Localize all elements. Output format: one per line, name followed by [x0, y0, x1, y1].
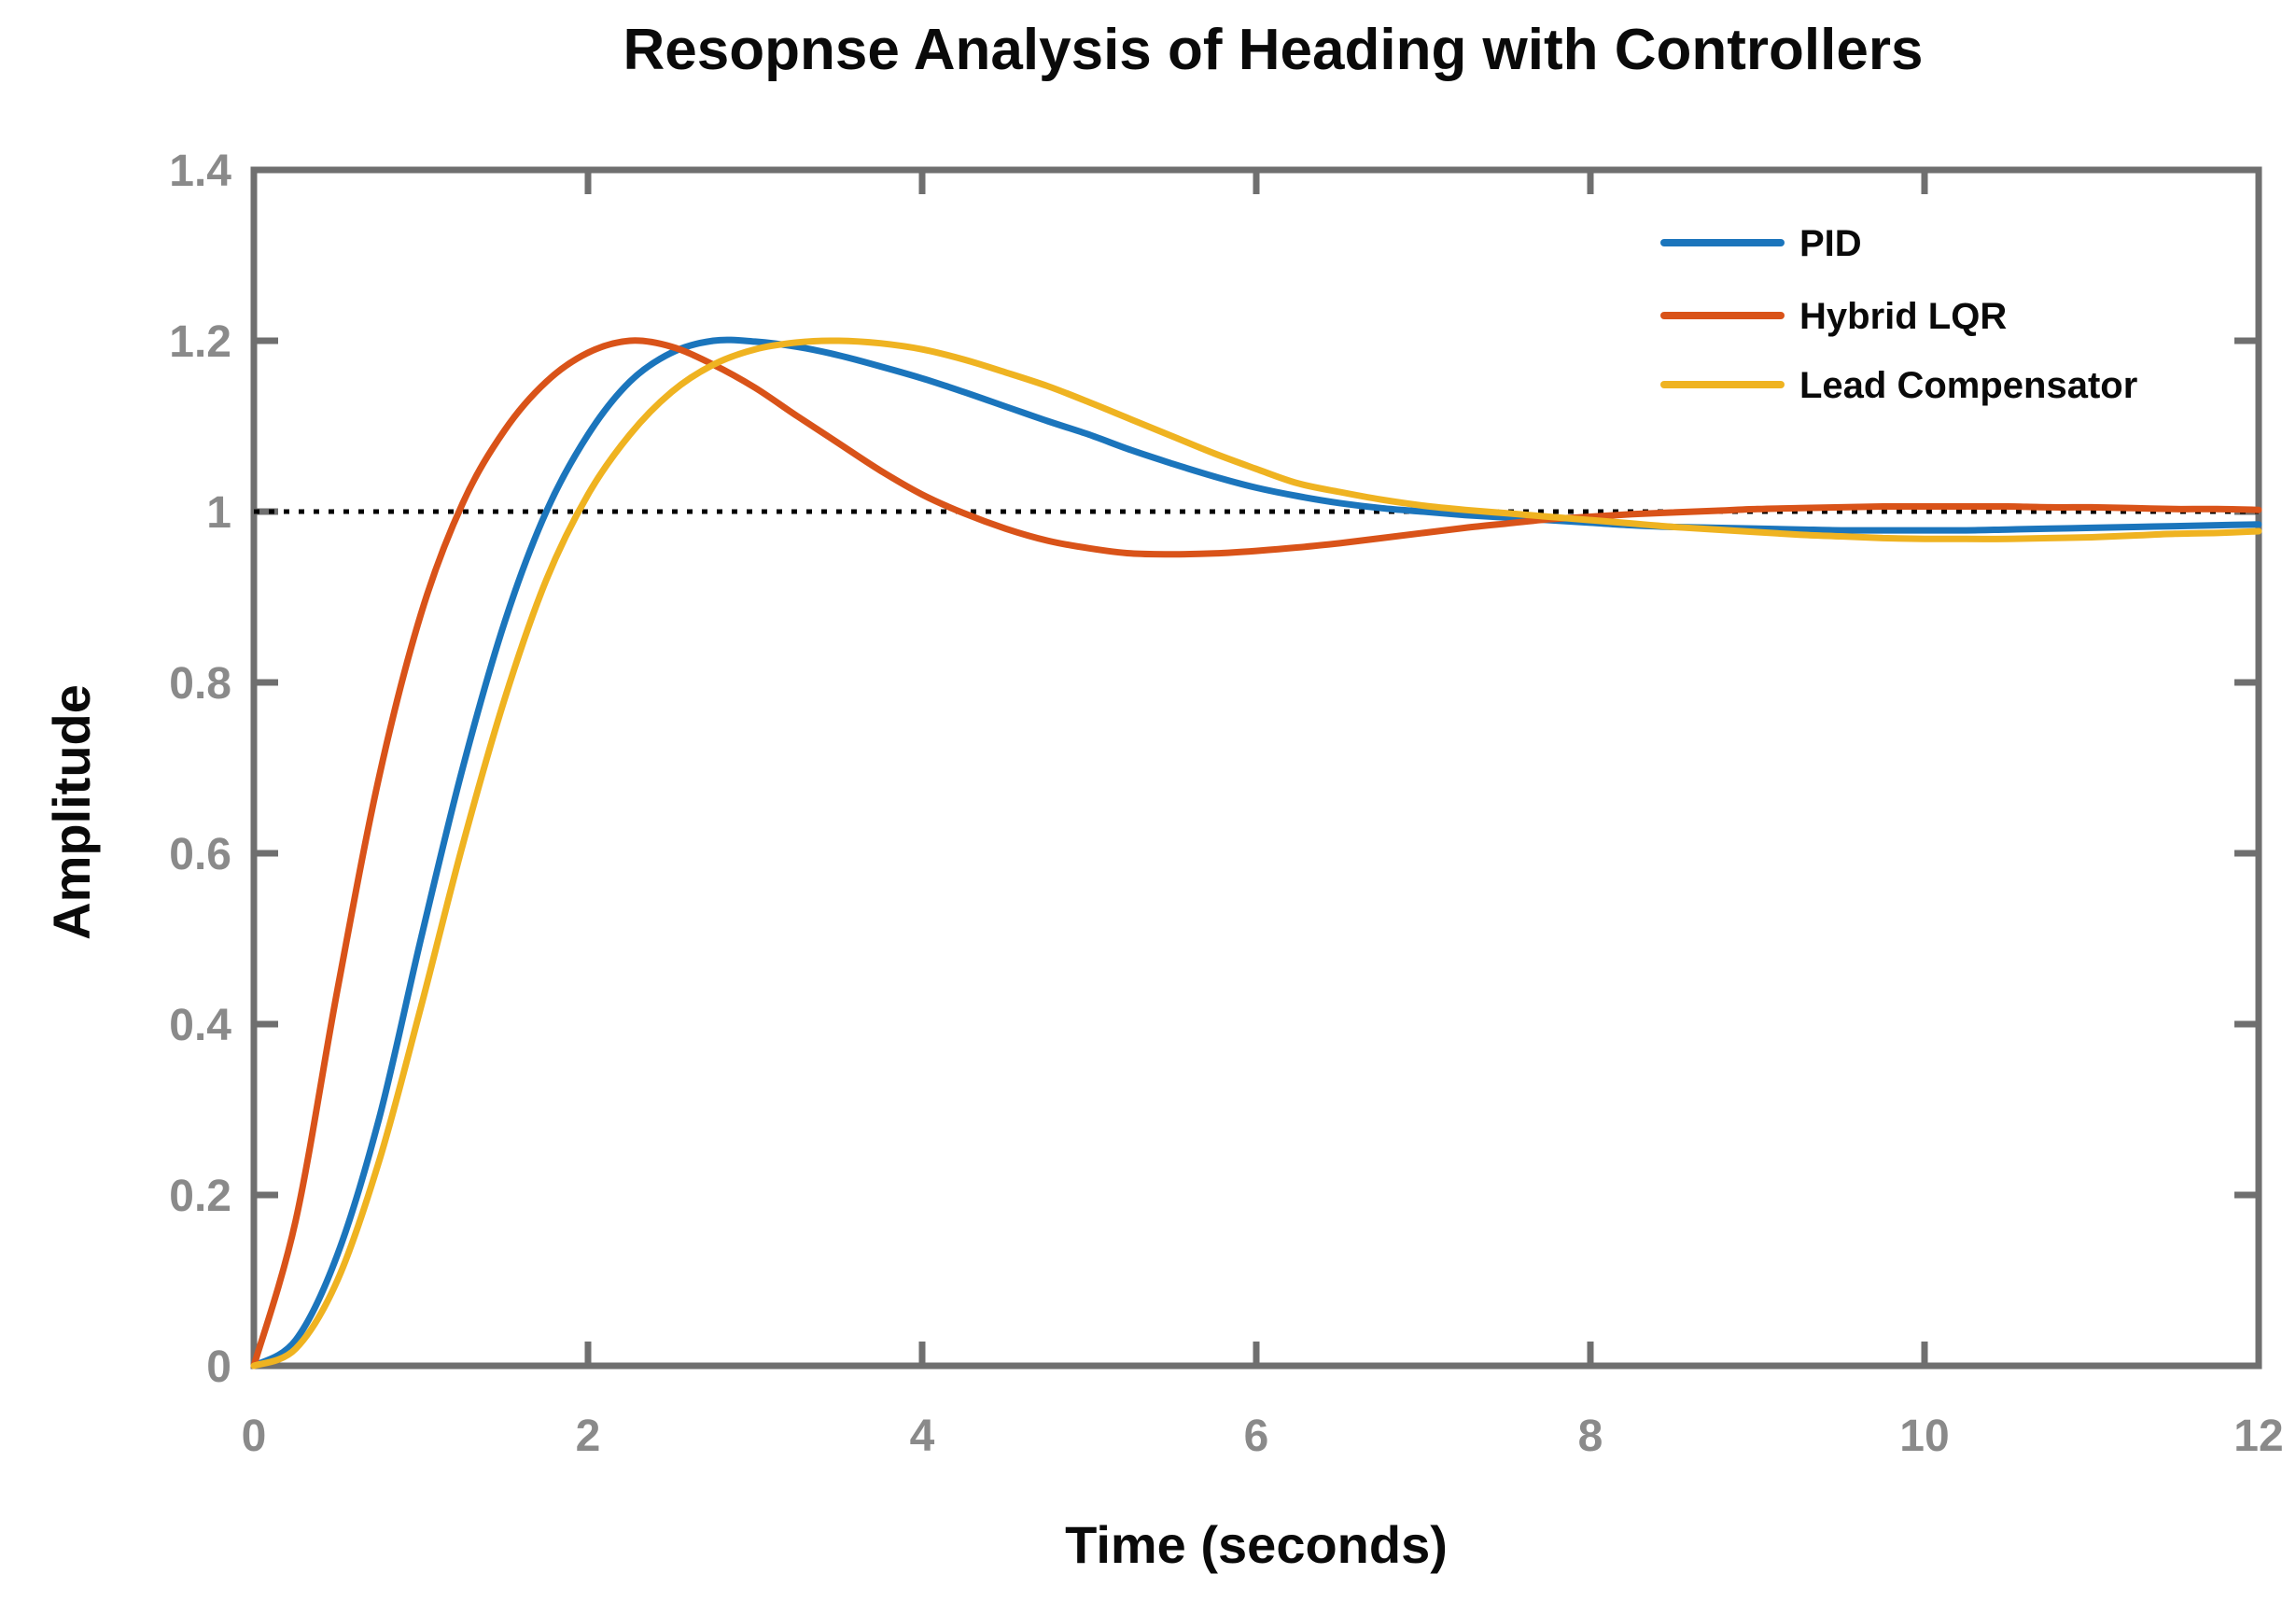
y-axis-label: Amplitude: [42, 684, 101, 940]
y-tick-label: 0.8: [169, 659, 231, 709]
y-tick-label: 0.2: [169, 1172, 231, 1221]
y-tick-label: 1.2: [169, 317, 231, 367]
y-tick-label: 0: [206, 1342, 231, 1392]
x-tick-label: 4: [910, 1412, 935, 1461]
series-layer: [250, 336, 2262, 1370]
x-tick-label: 12: [2233, 1412, 2283, 1461]
y-tick-label: 0.6: [169, 830, 231, 879]
x-tick-label: 10: [1899, 1412, 1949, 1461]
x-tick-label: 0: [242, 1412, 267, 1461]
x-tick-label: 2: [576, 1412, 601, 1461]
axes-layer: [250, 166, 2262, 1370]
series-curve-pid: [250, 336, 2262, 1370]
x-tick-label: 8: [1578, 1412, 1603, 1461]
y-tick-label: 0.4: [169, 1001, 231, 1050]
x-axis-label: Time (seconds): [1065, 1515, 1448, 1574]
axes-box: [250, 166, 2262, 1370]
tick-label-layer: 0 2 4 6 8 10 12 0 0.2 0.4 0.6 0.8 1 1.2 1.4: [169, 147, 2283, 1461]
legend-item-pid: PID: [1660, 223, 1862, 264]
legend-item-lead-compensator: Lead Compensator: [1660, 365, 2137, 406]
legend-label: Lead Compensator: [1799, 365, 2137, 406]
legend-item-hybrid-lqr: Hybrid LQR: [1660, 296, 2007, 337]
x-tick-label: 6: [1244, 1412, 1269, 1461]
legend: PID Hybrid LQR Lead Compensator: [1660, 223, 2137, 406]
series-curve-hybrid-lqr: [250, 337, 2262, 1370]
y-tick-label: 1.4: [169, 147, 231, 196]
chart-title: Resopnse Analysis of Heading with Contro…: [623, 18, 1924, 82]
legend-label: PID: [1799, 223, 1862, 264]
legend-label: Hybrid LQR: [1799, 296, 2007, 337]
series-curve-lead-compensator: [250, 337, 2262, 1370]
y-tick-label: 1: [206, 488, 231, 538]
